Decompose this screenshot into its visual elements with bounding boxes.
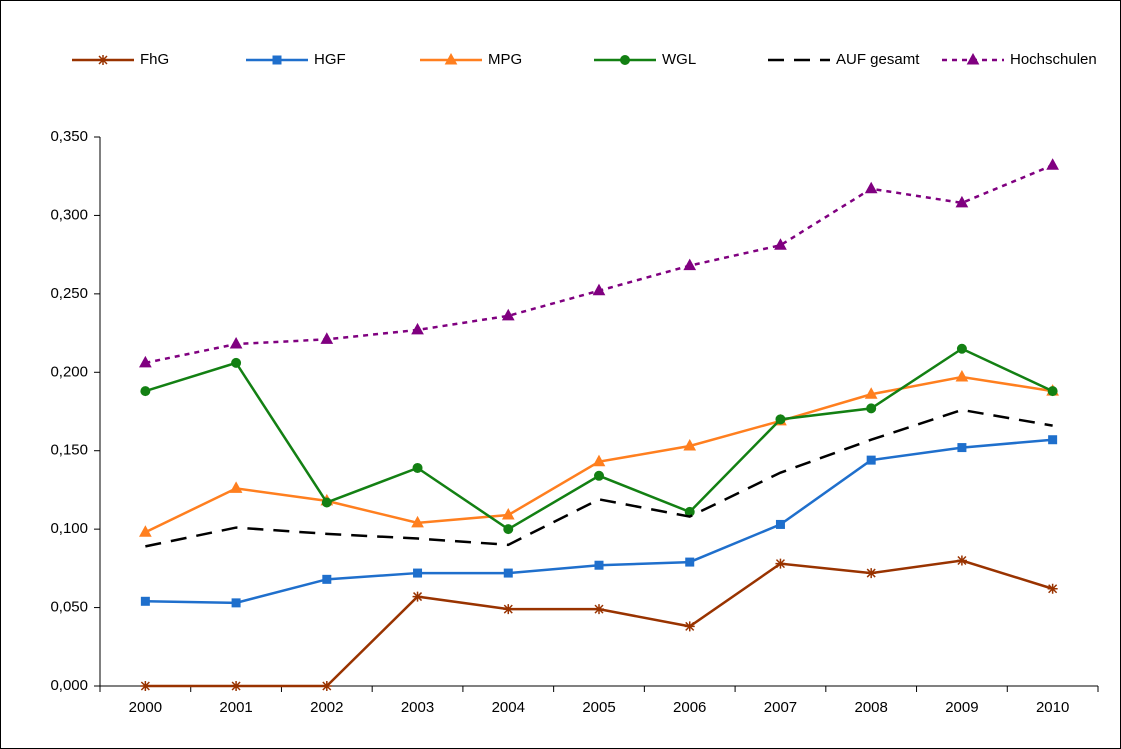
marker — [866, 568, 877, 579]
marker — [1047, 386, 1058, 397]
y-tick-label: 0,300 — [50, 206, 88, 223]
marker — [955, 369, 969, 382]
x-tick-label: 2004 — [492, 699, 525, 716]
x-tick-label: 2010 — [1036, 699, 1069, 716]
marker — [139, 355, 152, 368]
marker — [413, 568, 423, 578]
marker — [411, 515, 424, 528]
legend-label: AUF gesamt — [836, 51, 920, 68]
y-tick-label: 0,350 — [50, 128, 88, 145]
x-tick-label: 2007 — [764, 699, 797, 716]
marker — [866, 403, 877, 414]
legend-label: WGL — [662, 51, 696, 68]
marker — [1047, 583, 1058, 594]
legend-label: Hochschulen — [1010, 51, 1097, 68]
x-tick-label: 2000 — [129, 699, 162, 716]
marker — [503, 568, 513, 578]
x-tick-label: 2009 — [945, 699, 978, 716]
y-tick-label: 0,000 — [50, 677, 88, 694]
marker — [503, 524, 514, 535]
marker — [957, 443, 967, 453]
marker — [594, 604, 604, 615]
legend-label: HGF — [314, 51, 346, 68]
marker — [231, 598, 241, 608]
marker — [1048, 435, 1058, 445]
marker — [956, 555, 967, 566]
marker — [683, 438, 697, 451]
series-line — [145, 408, 1053, 548]
x-tick-label: 2002 — [310, 699, 343, 716]
marker — [620, 55, 630, 65]
y-tick-label: 0,050 — [50, 599, 88, 616]
marker — [775, 414, 786, 425]
marker — [864, 387, 878, 399]
marker — [501, 308, 515, 321]
marker — [775, 519, 785, 529]
marker — [98, 55, 108, 65]
marker — [140, 596, 150, 606]
y-tick-label: 0,100 — [50, 520, 88, 537]
marker — [594, 560, 604, 570]
marker — [444, 52, 458, 65]
marker — [321, 497, 332, 508]
marker — [956, 343, 967, 354]
marker — [774, 238, 787, 250]
x-tick-label: 2005 — [582, 699, 615, 716]
marker — [501, 507, 515, 520]
marker — [140, 386, 151, 397]
marker — [864, 181, 878, 194]
marker — [411, 322, 424, 335]
marker — [231, 681, 242, 691]
marker — [866, 455, 876, 465]
marker — [412, 462, 423, 473]
x-tick-label: 2006 — [673, 699, 706, 716]
marker — [139, 525, 152, 537]
legend-label: FhG — [140, 51, 169, 68]
marker — [1046, 158, 1059, 170]
marker — [592, 454, 606, 467]
marker — [503, 604, 514, 615]
marker — [683, 258, 697, 271]
marker — [140, 681, 151, 691]
marker — [966, 52, 980, 65]
marker — [775, 558, 786, 569]
marker — [684, 621, 695, 632]
marker — [594, 470, 604, 481]
marker — [592, 283, 606, 296]
x-tick-label: 2008 — [854, 699, 887, 716]
marker — [231, 357, 242, 368]
marker — [272, 55, 282, 65]
marker — [955, 195, 969, 208]
marker — [322, 574, 332, 584]
x-tick-label: 2001 — [219, 699, 252, 716]
marker — [685, 557, 695, 567]
marker — [321, 681, 332, 691]
y-tick-label: 0,250 — [50, 285, 88, 302]
x-tick-label: 2003 — [401, 699, 434, 716]
marker — [229, 337, 243, 349]
legend-label: MPG — [488, 51, 522, 68]
marker — [229, 481, 243, 493]
y-tick-label: 0,200 — [50, 363, 88, 380]
y-tick-label: 0,150 — [50, 442, 88, 459]
marker — [412, 591, 423, 602]
marker — [320, 332, 334, 344]
